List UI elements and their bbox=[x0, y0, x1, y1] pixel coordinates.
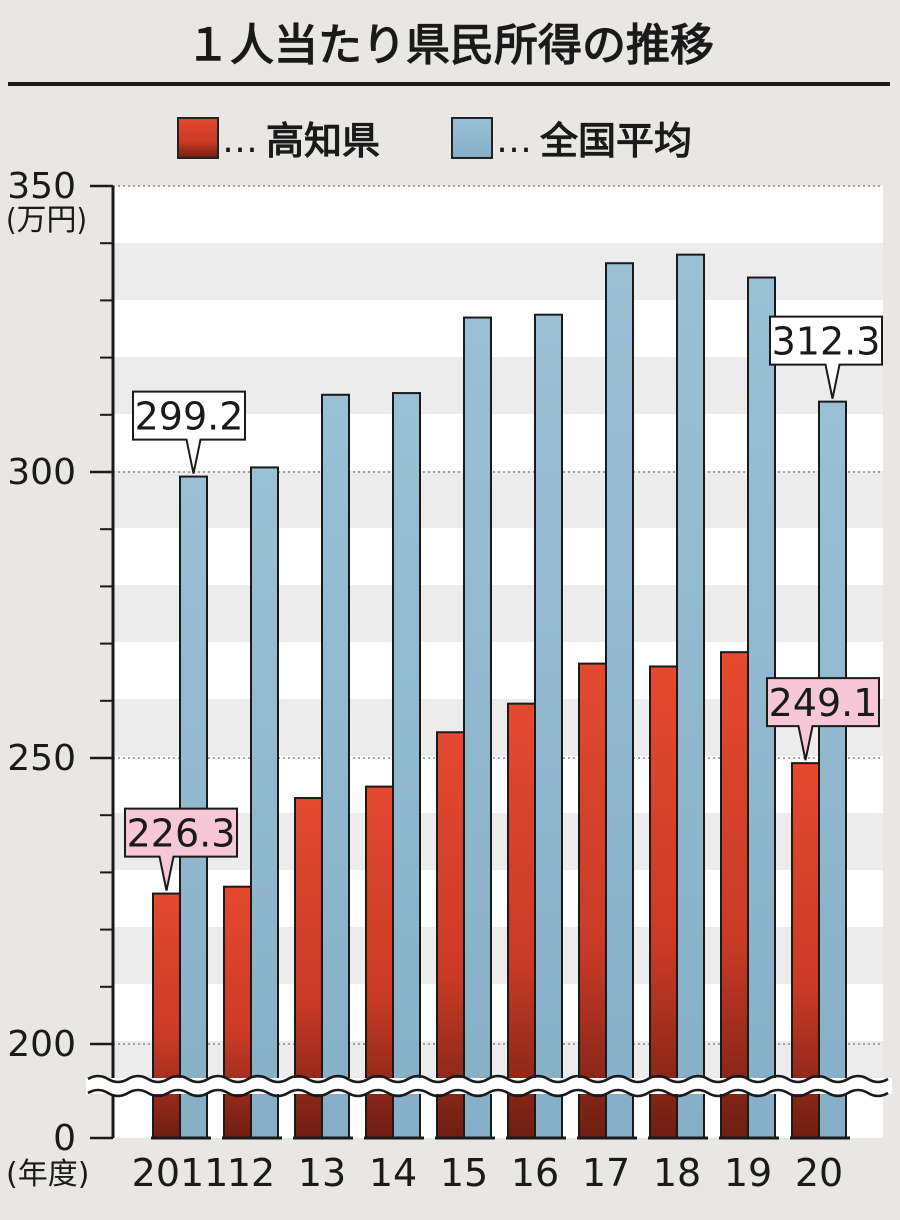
bar-national-20 bbox=[818, 400, 847, 1140]
y-tick-label: 250 bbox=[7, 738, 76, 779]
callout-box bbox=[132, 390, 246, 474]
bar-kochi-18 bbox=[649, 665, 678, 1139]
x-tick-label: 16 bbox=[511, 1151, 559, 1195]
bar-kochi-12 bbox=[223, 885, 252, 1140]
x-axis-label: (年度) bbox=[6, 1157, 89, 1192]
bar-national-17 bbox=[605, 262, 634, 1140]
bars bbox=[151, 253, 850, 1140]
bar-national-16 bbox=[534, 313, 563, 1139]
callout-label: 299.2 bbox=[135, 395, 244, 439]
callout-box bbox=[769, 315, 883, 399]
bar-national-14 bbox=[392, 392, 421, 1139]
legend-swatch-national bbox=[451, 117, 493, 159]
y-axis-unit: (万円) bbox=[6, 203, 87, 238]
y-tick-label: 350 bbox=[7, 166, 76, 207]
callout-box bbox=[766, 677, 880, 761]
legend: … 高知県 … 全国平均 bbox=[177, 117, 692, 163]
bar-kochi-19 bbox=[720, 651, 749, 1139]
y-tick-label: 300 bbox=[7, 452, 76, 493]
axis-break-gap bbox=[86, 1078, 892, 1094]
x-tick-label: 13 bbox=[298, 1151, 346, 1195]
bar-national-12 bbox=[250, 466, 279, 1139]
y-axis: 350 300 250 200 0 bbox=[7, 166, 115, 1159]
y-tick-label: 0 bbox=[53, 1118, 76, 1159]
chart-title: １人当たり県民所得の推移 bbox=[186, 20, 714, 71]
callout-label: 312.3 bbox=[772, 320, 881, 364]
bar-kochi-15 bbox=[436, 731, 465, 1139]
y-tick-label: 200 bbox=[7, 1024, 76, 1065]
x-tick-label: 12 bbox=[227, 1151, 275, 1195]
bar-kochi-16 bbox=[507, 702, 536, 1139]
bar-national-13 bbox=[321, 393, 350, 1139]
legend-dots-national: … bbox=[496, 120, 532, 161]
x-tick-label: 19 bbox=[724, 1151, 772, 1195]
axis-break bbox=[86, 1074, 892, 1098]
x-tick-label: 17 bbox=[582, 1151, 630, 1195]
bar-national-18 bbox=[676, 253, 705, 1139]
axis-break-line-top bbox=[87, 1074, 889, 1084]
legend-swatch-kochi bbox=[177, 117, 219, 159]
callouts: 299.2 226.3 312.3 249.1 bbox=[124, 315, 883, 891]
callout-box bbox=[124, 807, 238, 891]
x-tick-label: 18 bbox=[653, 1151, 701, 1195]
legend-dots-kochi: … bbox=[222, 120, 258, 161]
axis-break-line-bottom bbox=[87, 1088, 889, 1098]
x-tick-label: 14 bbox=[369, 1151, 417, 1195]
legend-label-national: 全国平均 bbox=[539, 119, 692, 163]
x-tick-label: 15 bbox=[440, 1151, 488, 1195]
x-tick-label: 2011 bbox=[132, 1151, 229, 1195]
bar-kochi-17 bbox=[578, 662, 607, 1139]
bar-national-2011 bbox=[179, 475, 208, 1139]
x-tick-label: 20 bbox=[795, 1151, 843, 1195]
bar-kochi-2011 bbox=[152, 892, 181, 1140]
callout-label: 226.3 bbox=[127, 812, 236, 856]
bar-national-15 bbox=[463, 316, 492, 1139]
legend-label-kochi: 高知県 bbox=[266, 119, 380, 163]
callout-label: 249.1 bbox=[769, 681, 878, 725]
